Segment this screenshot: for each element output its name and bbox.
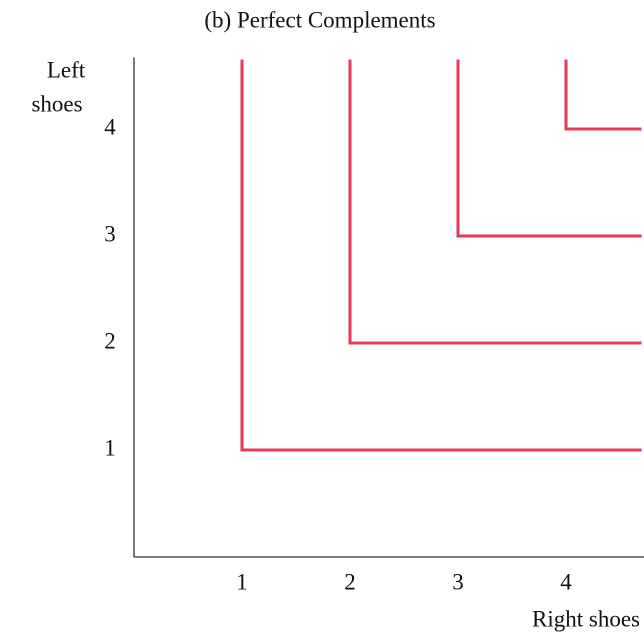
chart-title: (b) Perfect Complements: [204, 7, 435, 32]
x-axis-label: Right shoes: [532, 606, 640, 631]
indifference-curve: [564, 59, 642, 131]
x-tick-label: 2: [344, 569, 356, 594]
indifference-curve: [456, 59, 642, 238]
x-tick-label: 3: [452, 569, 464, 594]
y-tick-label: 2: [104, 328, 116, 353]
y-tick-label: 3: [104, 221, 116, 246]
y-tick-label: 4: [104, 114, 116, 139]
x-tick-label: 4: [560, 569, 572, 594]
y-axis-label: shoes: [31, 91, 82, 116]
x-tick-label: 1: [236, 569, 248, 594]
y-axis-label: Left: [47, 57, 86, 82]
y-tick-label: 1: [104, 435, 116, 460]
indifference-curve: [348, 59, 642, 345]
indifference-curve: [240, 59, 642, 452]
